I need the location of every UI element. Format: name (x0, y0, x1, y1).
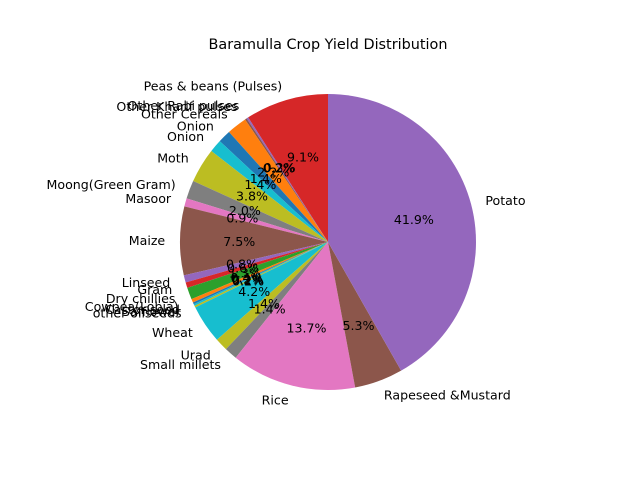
slice-label: Urad (181, 347, 211, 362)
slice-percent-label: 7.5% (223, 234, 255, 249)
pie-slice-gram (185, 242, 328, 288)
slice-label: Other Cereals (141, 106, 228, 121)
pie-slice-onion (219, 132, 328, 242)
pie-slice-other-oilseeds (194, 242, 328, 308)
slice-label: Moong(Green Gram) (47, 177, 176, 192)
slice-percent-label: 0.6% (227, 260, 259, 275)
slice-label: Dry chillies (106, 291, 176, 306)
pie-slice-castor-seed (192, 242, 328, 305)
slice-label: Rice (262, 393, 289, 408)
pie-slice-masoor (184, 198, 328, 242)
slice-label: Maize (129, 233, 166, 248)
pie-slice-wheat (195, 242, 328, 340)
pie-slice-moong-green-gram (186, 181, 328, 242)
slice-percent-label: 0.4% (231, 270, 263, 285)
slice-percent-label: 0.2% (232, 272, 264, 287)
slice-percent-label: 4.2% (238, 284, 270, 299)
pie-slice-maize (180, 206, 328, 276)
slice-labels: Peas & beans (Pulses) Other Rabi pulsesOt… (47, 78, 526, 407)
slice-percent-label: 13.7% (286, 321, 326, 336)
slice-label: Peas & beans (Pulses) (144, 78, 283, 93)
slice-label: Masoor (125, 191, 172, 206)
pie-slice-linseed (183, 242, 328, 283)
slice-label: other oilseeds (93, 306, 182, 321)
slice-percent-label: 1.4% (244, 177, 276, 192)
pie-slice-dry-chillies (187, 242, 328, 300)
pie-slice-cowpea-lobia (191, 242, 328, 303)
pie-slices (180, 94, 476, 390)
pie-slice-moth (193, 150, 328, 242)
slice-percent-labels: 9.1%0.2%0.2%2.2%1.4%1.4%3.8%2.0%0.9%7.5%… (223, 149, 434, 335)
slice-label: Onion (177, 118, 214, 133)
pie-slice-potato (328, 94, 476, 371)
pie-slice-safflower (193, 242, 328, 306)
pie-slice-urad (216, 242, 328, 350)
slice-label: Other Kharif pulses (116, 99, 237, 114)
slice-percent-label: 1.4% (248, 296, 280, 311)
slice-percent-label: 0.2% (264, 160, 296, 175)
slice-percent-label: 2.0% (229, 203, 261, 218)
pie-slice-rapeseed-mustard (328, 242, 402, 388)
slice-percent-label: 2.2% (257, 165, 289, 180)
chart-title: Baramulla Crop Yield Distribution (209, 37, 448, 53)
slice-label: Castor seed (105, 302, 180, 317)
slice-label: Cowpea(Lobia) (85, 299, 179, 314)
pie-slice-onion (211, 141, 328, 242)
slice-label: Safflower (122, 304, 182, 319)
slice-label: Linseed (122, 275, 171, 290)
slice-percent-label: 3.8% (236, 189, 268, 204)
pie-slice-rice (235, 242, 356, 390)
slice-percent-label: 0.8% (226, 257, 258, 272)
slice-percent-label: 1.4% (254, 301, 286, 316)
slice-percent-label: 41.9% (394, 212, 434, 227)
pie-slice-other-kharif-pulses (245, 118, 328, 242)
slice-label: Wheat (152, 325, 193, 340)
pie-slice-other-cereals (228, 119, 328, 242)
slice-percent-label: 1.4% (250, 171, 282, 186)
slice-label: Gram (137, 282, 172, 297)
slice-label: Small millets (140, 357, 221, 372)
slice-percent-label: 0.9% (226, 211, 258, 226)
slice-label: Rapeseed &Mustard (384, 387, 511, 402)
slice-label: Onion (167, 129, 204, 144)
slice-label: Other Rabi pulses (128, 98, 240, 113)
slice-label: Moth (157, 150, 189, 165)
pie-slice-other-rabi-pulses (246, 117, 328, 242)
pie-slice-small-millets (225, 242, 328, 358)
slice-percent-label: 0.2% (231, 271, 263, 286)
pie-slice-peas-beans-pulses (248, 94, 328, 242)
slice-label: Potato (485, 193, 525, 208)
slice-percent-label: 5.3% (343, 318, 375, 333)
slice-percent-label: 9.1% (287, 149, 319, 164)
slice-percent-label: 0.2% (232, 273, 264, 288)
slice-percent-label: 1.3% (229, 265, 261, 280)
slice-percent-label: 0.2% (263, 161, 295, 176)
